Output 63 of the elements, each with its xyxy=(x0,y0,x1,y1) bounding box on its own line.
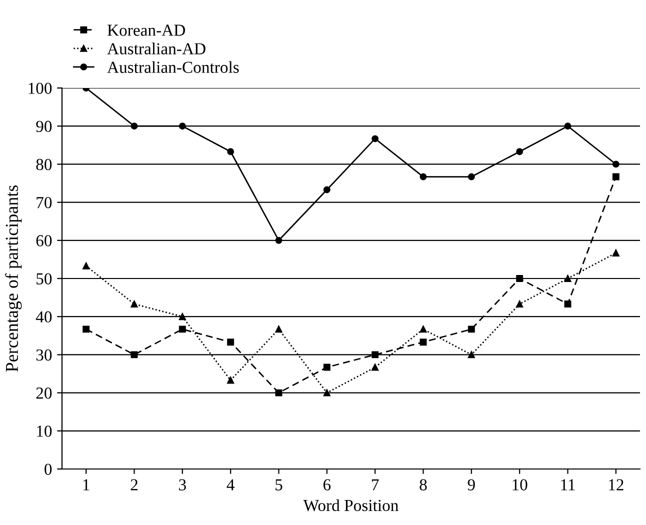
point xyxy=(227,148,234,156)
point xyxy=(178,122,186,130)
x-tick-label: 11 xyxy=(561,479,575,490)
point xyxy=(178,313,186,320)
legend-label: Australian-Controls xyxy=(107,61,239,73)
y-tick-label: 60 xyxy=(36,235,52,246)
point xyxy=(420,173,427,180)
x-tick-label: 10 xyxy=(512,479,528,490)
point xyxy=(564,300,572,308)
point xyxy=(323,389,330,396)
point xyxy=(275,236,282,244)
point xyxy=(468,173,475,180)
point xyxy=(275,326,282,333)
point xyxy=(130,300,138,308)
x-tick-label: 5 xyxy=(276,479,282,490)
point xyxy=(178,326,186,333)
point xyxy=(82,262,90,270)
point xyxy=(323,364,330,371)
point xyxy=(516,300,524,308)
y-tick-label: 30 xyxy=(36,349,52,361)
point xyxy=(323,186,330,194)
x-tick-label: 2 xyxy=(130,479,138,490)
x-tick-label: 6 xyxy=(323,479,331,490)
point xyxy=(275,389,282,396)
point xyxy=(468,326,475,333)
point xyxy=(227,338,234,346)
y-tick-label: 100 xyxy=(28,82,52,94)
x-tick-label: 8 xyxy=(420,479,427,490)
point xyxy=(82,326,90,333)
y-tick-label: 20 xyxy=(36,388,52,399)
y-axis-title: Percentage of participants xyxy=(5,185,22,372)
x-tick-label: 9 xyxy=(468,479,475,490)
x-axis-title: Word Position xyxy=(303,499,398,512)
point xyxy=(372,364,379,371)
x-tick-label: 1 xyxy=(83,479,90,490)
y-tick-label: 0 xyxy=(44,464,52,475)
point xyxy=(130,351,138,358)
legend-label: Australian-AD xyxy=(107,42,206,54)
point xyxy=(468,351,475,358)
point xyxy=(130,122,138,130)
point xyxy=(227,376,234,384)
point xyxy=(612,160,620,168)
point xyxy=(612,250,620,256)
x-tick-label: 4 xyxy=(226,479,234,490)
y-tick-label: 50 xyxy=(36,273,52,284)
point xyxy=(612,173,620,180)
point xyxy=(516,148,524,156)
y-tick-label: 90 xyxy=(36,120,52,132)
point xyxy=(372,135,379,142)
x-tick-label: 12 xyxy=(609,479,624,490)
point xyxy=(420,326,427,333)
point xyxy=(564,275,572,282)
y-tick-label: 80 xyxy=(36,158,52,170)
x-tick-label: 3 xyxy=(179,479,186,490)
y-tick-label: 10 xyxy=(37,426,52,437)
legend-label: Korean-AD xyxy=(107,24,186,36)
y-tick-label: 40 xyxy=(36,311,52,323)
x-tick-label: 7 xyxy=(372,479,379,490)
point xyxy=(516,275,524,282)
point xyxy=(420,338,427,346)
point xyxy=(564,122,572,130)
y-tick-label: 70 xyxy=(36,197,52,208)
point xyxy=(372,351,379,358)
